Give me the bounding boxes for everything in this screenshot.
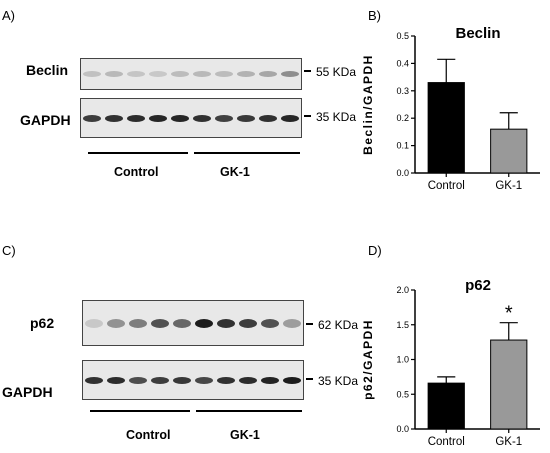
blot-band — [107, 376, 125, 384]
blot-row-label-beclin: Beclin — [26, 62, 69, 78]
panel-label-d: D) — [368, 243, 382, 258]
group-line-gk1 — [196, 410, 302, 412]
size-marker — [306, 323, 313, 325]
kda-label: 35 KDa — [316, 110, 357, 124]
panel-label-b: B) — [368, 8, 381, 23]
group-line-control — [90, 410, 190, 412]
bar-gk-1 — [490, 339, 528, 430]
blot-band — [127, 71, 145, 77]
kda-label: 62 KDa — [318, 318, 359, 332]
group-label-gk1: GK-1 — [220, 165, 250, 179]
blot-band — [239, 318, 257, 328]
y-tick-label: 0.3 — [396, 86, 409, 96]
blot-band — [239, 376, 257, 384]
size-marker — [306, 378, 313, 380]
x-tick-label: GK-1 — [495, 436, 522, 448]
chart-title: p62 — [465, 277, 491, 294]
y-tick-label: 2.0 — [396, 285, 409, 295]
y-tick-label: 1.5 — [396, 320, 409, 330]
blot-band — [173, 376, 191, 384]
blot-band — [151, 376, 169, 384]
blot-band — [261, 376, 279, 384]
y-tick-label: 0.0 — [396, 168, 409, 178]
blot-band — [217, 376, 235, 384]
kda-label: 55 KDa — [316, 65, 357, 79]
blot-band — [127, 114, 145, 122]
blot-band — [215, 114, 233, 122]
blot-band — [149, 114, 167, 122]
blot-band — [171, 114, 189, 122]
blot-band — [85, 376, 103, 384]
y-tick-label: 0.4 — [396, 58, 409, 68]
y-tick-label: 0.1 — [396, 141, 409, 151]
group-label-gk1: GK-1 — [230, 428, 260, 442]
panel-label-c: C) — [2, 243, 16, 258]
blot-band — [283, 376, 301, 384]
y-axis-label: Beclin/GAPDH — [361, 54, 375, 155]
blot-band — [193, 114, 211, 122]
kda-label: 35 KDa — [318, 374, 359, 388]
blot-band — [283, 318, 301, 328]
bar-gk-1 — [490, 128, 528, 174]
blot-band — [149, 71, 167, 77]
panel-label-a: A) — [2, 8, 15, 23]
blot-strip-p62 — [82, 300, 304, 346]
y-tick-label: 1.0 — [396, 355, 409, 365]
bar-control — [427, 82, 465, 174]
y-tick-label: 0.5 — [396, 389, 409, 399]
y-tick-label: 0.5 — [396, 31, 409, 41]
blot-band — [85, 318, 103, 328]
blot-strip-gapdh — [80, 98, 302, 138]
blot-strip-gapdh — [82, 360, 304, 400]
significance-marker: * — [505, 303, 513, 325]
blot-band — [129, 318, 147, 328]
blot-band — [107, 318, 125, 328]
blot-row-label-gapdh: GAPDH — [2, 384, 53, 400]
group-line-control — [88, 152, 188, 154]
bar-control — [427, 382, 465, 430]
blot-band — [171, 71, 189, 77]
blot-band — [129, 376, 147, 384]
blot-strip-beclin — [80, 58, 302, 90]
chart-title: Beclin — [455, 25, 500, 42]
blot-band — [217, 318, 235, 328]
blot-band — [151, 318, 169, 328]
blot-band — [83, 71, 101, 77]
blot-row-label-gapdh: GAPDH — [20, 112, 71, 128]
blot-band — [237, 114, 255, 122]
blot-band — [105, 71, 123, 77]
y-tick-label: 0.2 — [396, 113, 409, 123]
blot-band — [193, 71, 211, 77]
bar-chart-beclin: Beclin Beclin/GAPDH 0.0 0.1 0.2 0.3 0.4 0.5 Co… — [361, 25, 540, 192]
x-tick-label: Control — [428, 180, 465, 192]
blot-band — [195, 376, 213, 384]
group-line-gk1 — [194, 152, 300, 154]
group-label-control: Control — [126, 428, 171, 442]
bar-chart-p62: p62 p62/GAPDH 0.0 0.5 1.0 1.5 2.0 Control GK-1… — [361, 277, 540, 448]
group-label-control: Control — [114, 165, 159, 179]
blot-band — [195, 318, 213, 328]
blot-band — [259, 114, 277, 122]
blot-band — [281, 114, 299, 122]
blot-band — [105, 114, 123, 122]
x-tick-label: GK-1 — [495, 180, 522, 192]
blot-band — [83, 114, 101, 122]
blot-band — [281, 71, 299, 77]
blot-row-label-p62: p62 — [30, 315, 55, 331]
x-tick-label: Control — [428, 436, 465, 448]
size-marker — [304, 115, 311, 117]
blot-band — [259, 71, 277, 77]
y-axis-label: p62/GAPDH — [361, 319, 375, 400]
blot-band — [215, 71, 233, 77]
y-tick-label: 0.0 — [396, 424, 409, 434]
blot-band — [261, 318, 279, 328]
size-marker — [304, 70, 311, 72]
blot-band — [237, 71, 255, 77]
blot-band — [173, 318, 191, 328]
